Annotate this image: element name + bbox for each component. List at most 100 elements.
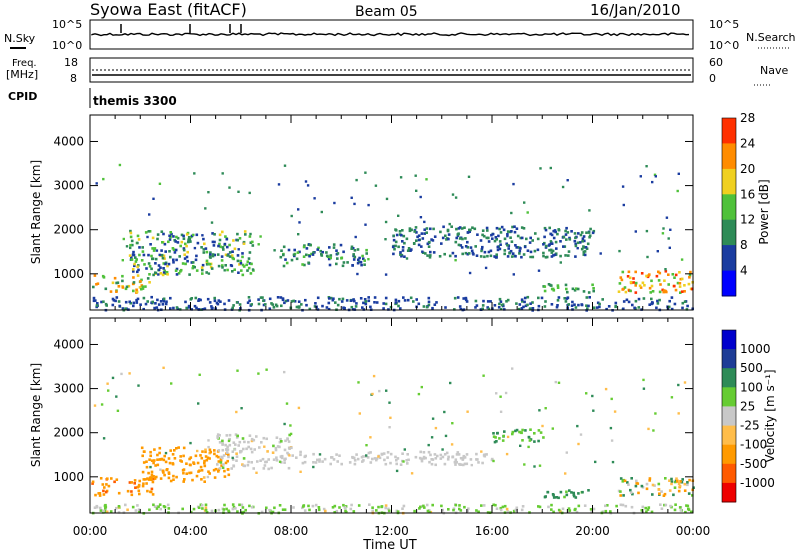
heatmap-cell [182,480,185,483]
heatmap-cell [274,303,278,307]
heatmap-cell [145,482,148,485]
heatmap-cell [162,254,166,258]
heatmap-cell [441,508,444,512]
heatmap-cell [201,272,204,275]
heatmap-cell [544,495,547,498]
heatmap-cell [409,296,413,300]
heatmap-cell [231,507,235,511]
heatmap-cell [274,446,278,450]
heatmap-cell [281,508,285,511]
heatmap-cell [542,251,545,255]
heatmap-cell [403,448,406,451]
heatmap-cell [506,255,510,258]
heatmap-cell [241,263,245,267]
heatmap-cell [401,249,405,252]
heatmap-cell [159,477,163,480]
heatmap-cell [159,468,162,471]
heatmap-cell [528,439,532,442]
x-tick-label: 16:00 [475,524,510,538]
heatmap-cell [375,458,378,462]
heatmap-cell [152,197,155,200]
heatmap-cell [676,480,679,483]
heatmap-cell [219,461,223,464]
heatmap-cell [321,250,324,254]
heatmap-cell [115,506,118,510]
heatmap-cell [273,506,276,510]
heatmap-cell [550,503,553,507]
heatmap-cell [288,433,291,437]
heatmap-cell [184,242,187,246]
heatmap-cell [550,255,554,258]
heatmap-cell [327,307,331,311]
beam-title: Beam 05 [355,4,418,20]
heatmap-cell [216,433,220,436]
heatmap-cell [156,298,159,302]
heatmap-cell [345,299,349,302]
heatmap-cell [373,301,376,304]
heatmap-cell [497,306,501,309]
heatmap-cell [442,225,445,229]
heatmap-cell [619,494,622,497]
heatmap-cell [459,244,463,247]
heatmap-cell [429,227,432,231]
heatmap-cell [533,432,536,435]
heatmap-cell [503,252,506,256]
heatmap-cell [276,296,280,299]
freq-panel [89,57,694,83]
heatmap-cell [431,306,434,310]
heatmap-cell [512,182,515,186]
heatmap-cell [582,245,585,248]
heatmap-cell [480,248,484,251]
heatmap-cell [147,262,151,265]
heatmap-cell [670,477,673,481]
heatmap-cell [129,235,133,239]
heatmap-cell [511,225,514,229]
heatmap-cell [640,509,644,512]
heatmap-cell [115,290,118,293]
heatmap-cell [649,291,652,294]
heatmap-cell [580,247,584,251]
heatmap-cell [461,237,464,241]
heatmap-cell [298,250,301,254]
heatmap-cell [511,252,515,255]
heatmap-cell [585,296,589,299]
heatmap-cell [641,281,645,285]
heatmap-cell [673,486,677,489]
heatmap-cell [630,505,634,509]
heatmap-cell [487,236,490,240]
heatmap-cell [499,307,503,311]
heatmap-cell [447,508,450,511]
heatmap-cell [102,489,105,493]
heatmap-cell [138,246,141,249]
colorbar-tick-label: -500 [740,457,767,471]
heatmap-cell [209,251,212,254]
heatmap-cell [241,252,244,255]
heatmap-cell [150,473,154,477]
heatmap-cell [549,232,552,236]
heatmap-cell [343,307,346,310]
heatmap-cell [142,296,146,300]
heatmap-cell [265,460,268,464]
heatmap-cell [550,233,554,237]
heatmap-cell [109,290,113,293]
heatmap-cell [667,273,670,276]
heatmap-cell [211,232,214,235]
heatmap-cell [262,299,265,302]
heatmap-cell [127,284,131,288]
heatmap-cell [516,234,520,238]
heatmap-cell [368,503,371,506]
heatmap-cell [405,237,409,241]
heatmap-cell [169,296,172,300]
heatmap-cell [249,241,253,244]
heatmap-cell [454,196,458,199]
heatmap-cell [252,467,255,470]
heatmap-cell [183,257,187,260]
heatmap-cell [250,303,253,306]
heatmap-cell [231,503,235,506]
heatmap-cell [253,448,256,451]
heatmap-cell [138,253,141,257]
heatmap-cell [236,434,239,438]
heatmap-cell [514,244,517,247]
heatmap-cell [132,289,135,293]
